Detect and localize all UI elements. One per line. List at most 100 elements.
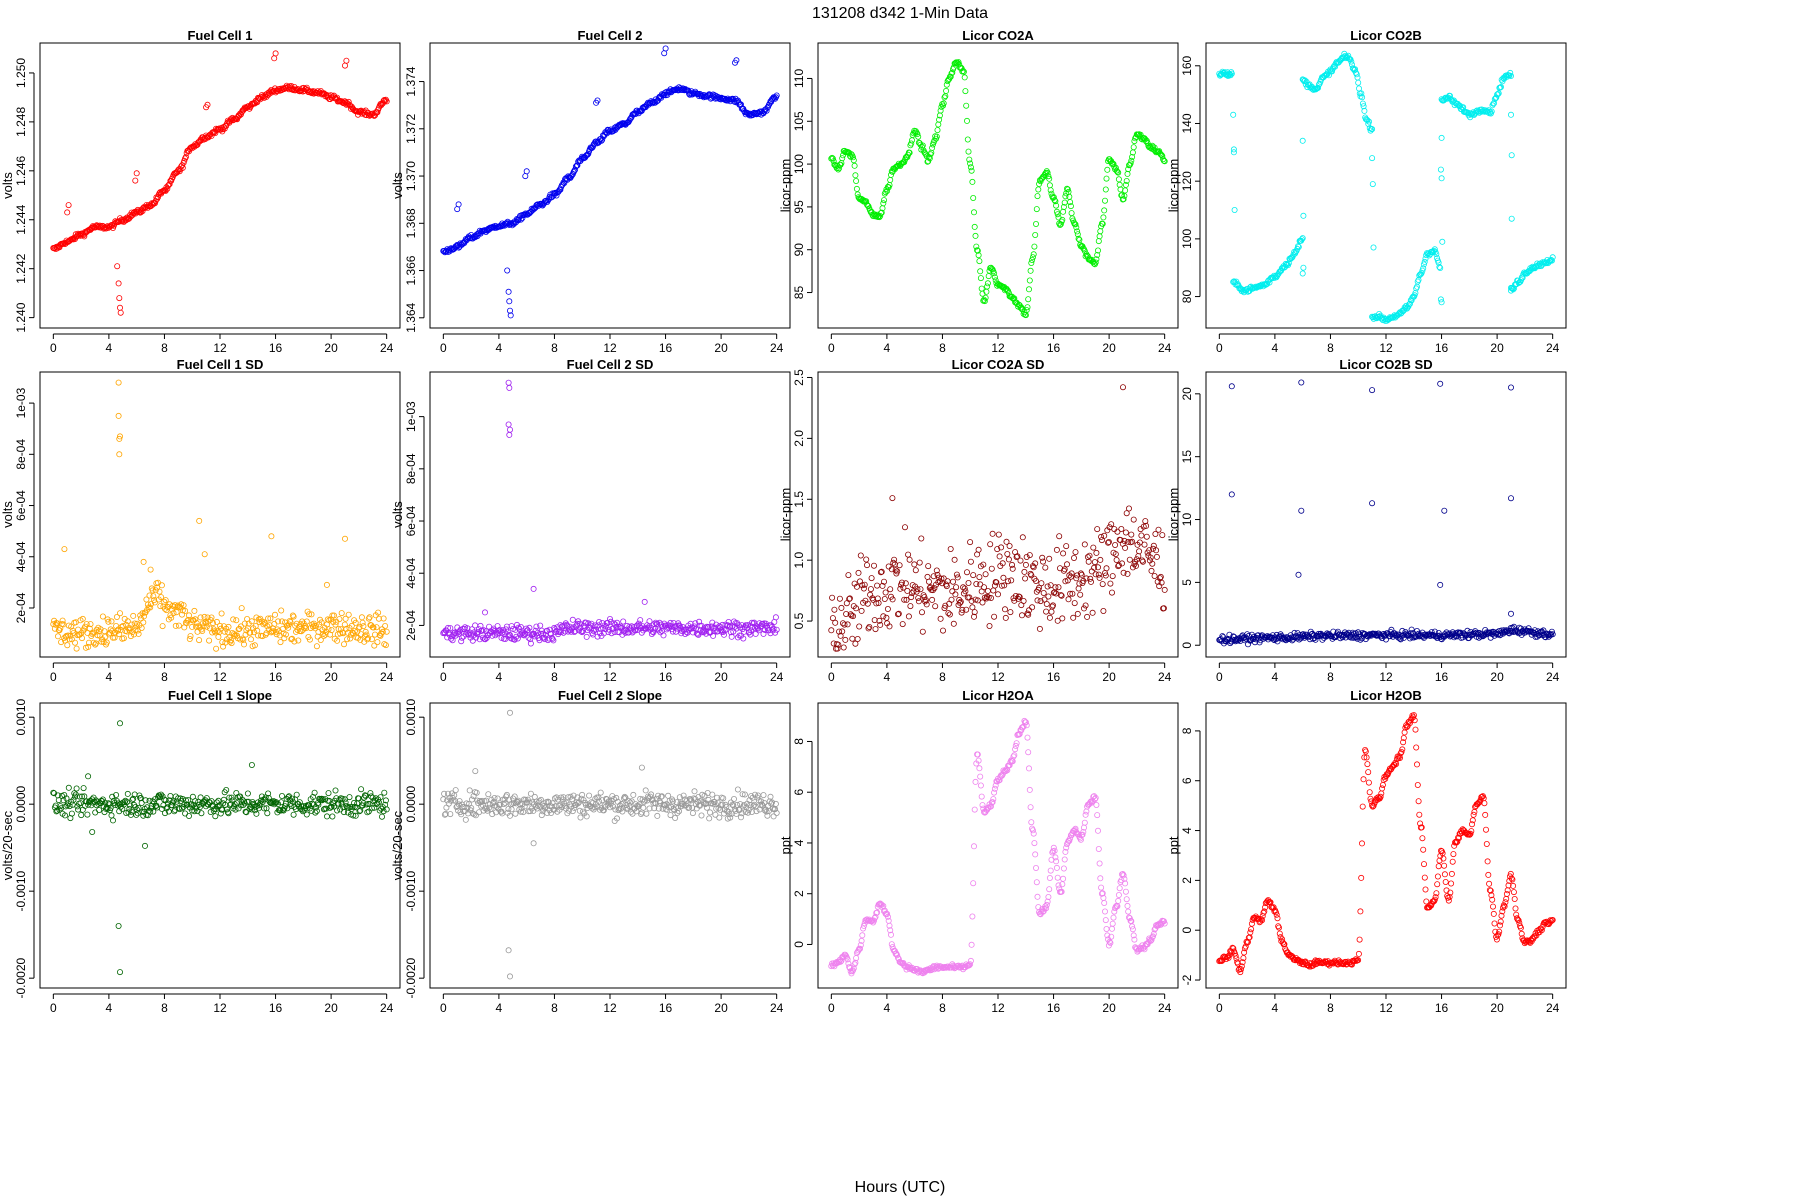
data-point xyxy=(1140,523,1147,530)
data-point xyxy=(848,151,855,158)
data-point xyxy=(709,92,716,99)
data-point xyxy=(716,623,723,630)
data-point xyxy=(845,572,852,579)
data-point xyxy=(444,790,451,797)
data-point xyxy=(295,637,302,644)
data-point xyxy=(888,931,895,938)
data-point xyxy=(1022,561,1029,568)
data-point xyxy=(940,100,947,107)
data-point xyxy=(55,792,62,799)
y-tick-label: 1.240 xyxy=(14,302,28,332)
data-point xyxy=(299,618,306,625)
data-point xyxy=(640,804,647,811)
data-point xyxy=(1025,611,1032,618)
data-point xyxy=(954,60,961,67)
data-point xyxy=(251,642,258,649)
data-point xyxy=(529,799,536,806)
data-point xyxy=(188,801,195,808)
data-point xyxy=(536,798,543,805)
data-point xyxy=(344,636,351,643)
data-point xyxy=(971,806,978,813)
data-point xyxy=(64,209,71,216)
data-point xyxy=(357,807,364,814)
data-point xyxy=(875,600,882,607)
data-point xyxy=(583,813,590,820)
data-point xyxy=(878,209,885,216)
data-point xyxy=(1420,265,1427,272)
y-tick-label: 4e-04 xyxy=(404,558,418,589)
data-point xyxy=(340,641,347,648)
data-point xyxy=(306,802,313,809)
plot-frame xyxy=(39,371,401,658)
panel-title: Licor CO2B xyxy=(1350,28,1422,43)
data-point xyxy=(1135,131,1142,138)
data-point xyxy=(972,778,979,785)
data-point xyxy=(491,795,498,802)
data-point xyxy=(347,635,354,642)
data-point xyxy=(1033,578,1040,585)
data-point xyxy=(1060,550,1067,557)
data-point xyxy=(159,793,166,800)
data-point xyxy=(723,803,730,810)
data-point xyxy=(588,620,595,627)
data-point xyxy=(112,801,119,808)
data-point xyxy=(619,808,626,815)
data-point xyxy=(937,107,944,114)
data-point xyxy=(908,594,915,601)
data-point xyxy=(957,598,964,605)
y-tick-label: 95 xyxy=(792,200,806,214)
data-point xyxy=(1030,564,1037,571)
data-point xyxy=(489,811,496,818)
data-point xyxy=(132,177,139,184)
data-point xyxy=(334,807,341,814)
data-point xyxy=(1082,602,1089,609)
data-point xyxy=(1412,289,1419,296)
data-point xyxy=(828,627,835,634)
data-point xyxy=(77,800,84,807)
data-point xyxy=(1516,279,1523,286)
y-tick-label: 8e-04 xyxy=(404,453,418,484)
data-point xyxy=(1330,628,1337,635)
data-point xyxy=(638,764,645,771)
data-point xyxy=(1148,567,1155,574)
data-point xyxy=(81,233,88,240)
data-point xyxy=(59,617,66,624)
data-point xyxy=(991,274,998,281)
data-point xyxy=(727,629,734,636)
x-tick-label: 24 xyxy=(380,341,394,355)
x-tick-label: 12 xyxy=(991,1001,1005,1015)
data-point xyxy=(1383,636,1390,643)
data-point xyxy=(1420,261,1427,268)
data-point xyxy=(1495,631,1502,638)
data-point xyxy=(943,87,950,94)
data-point xyxy=(1040,590,1047,597)
data-point xyxy=(109,793,116,800)
data-point xyxy=(676,622,683,629)
data-point xyxy=(903,596,910,603)
data-point xyxy=(327,804,334,811)
data-point xyxy=(993,579,1000,586)
data-point xyxy=(1127,160,1134,167)
data-point xyxy=(230,616,237,623)
data-point xyxy=(191,607,198,614)
data-point xyxy=(684,800,691,807)
data-point xyxy=(1026,552,1033,559)
data-point xyxy=(878,901,885,908)
data-point xyxy=(383,98,390,105)
data-point xyxy=(211,628,218,635)
data-point xyxy=(919,143,926,150)
data-point xyxy=(147,604,154,611)
data-point xyxy=(1161,586,1168,593)
data-point xyxy=(166,181,173,188)
data-point xyxy=(1315,84,1322,91)
data-point xyxy=(956,596,963,603)
data-point xyxy=(1226,631,1233,638)
data-point xyxy=(579,791,586,798)
data-point xyxy=(974,751,981,758)
data-point xyxy=(746,629,753,636)
data-point xyxy=(579,808,586,815)
data-point xyxy=(884,187,891,194)
data-point xyxy=(730,802,737,809)
data-point xyxy=(338,610,345,617)
